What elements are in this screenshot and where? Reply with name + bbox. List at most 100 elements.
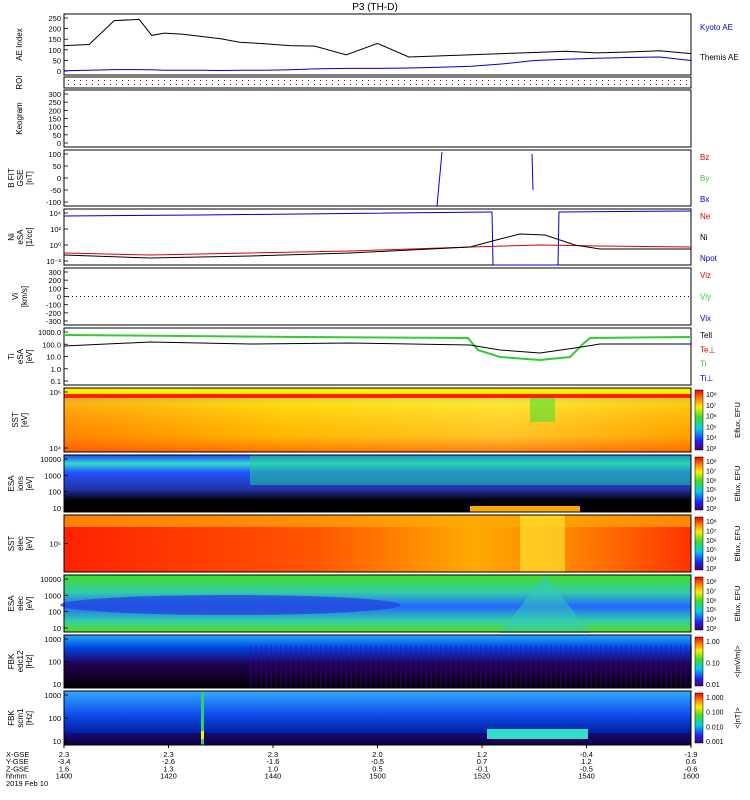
roi-dot <box>392 80 393 81</box>
velocity-legend-item: Vix <box>700 314 711 323</box>
fbk-e-stripe <box>285 645 287 688</box>
roi-dot <box>98 84 99 85</box>
fbk-e-stripe <box>270 645 272 688</box>
roi-dot <box>74 80 75 81</box>
roi-dot <box>554 80 555 81</box>
esa_ion-colorbar-label: Eflux, EFU <box>733 466 742 502</box>
fbk-e-stripe <box>460 645 462 688</box>
fbk-e-stripe <box>520 645 522 688</box>
velocity-ytick: -100 <box>46 301 61 310</box>
roi-dot <box>512 84 513 85</box>
temperature-ylabel-0: Ti <box>7 353 16 360</box>
roi-dot <box>452 84 453 85</box>
roi-dot <box>278 80 279 81</box>
fbk-e-stripe <box>675 645 677 688</box>
esa_elec-ylabel-1: elec <box>16 596 25 611</box>
velocity-ylabel-1: [km/s] <box>20 286 29 307</box>
fbk_b-ytick: 1000 <box>44 691 61 700</box>
roi-dot <box>392 84 393 85</box>
ae-ytick: 200 <box>48 25 61 34</box>
density-legend-item: Ne <box>700 212 711 221</box>
roi-dot <box>254 84 255 85</box>
density-ytick: 10⁻² <box>46 257 61 266</box>
roi-dot <box>176 80 177 81</box>
roi-dot <box>398 80 399 81</box>
roi-dot <box>590 80 591 81</box>
temperature-legend-item: Ti⊥ <box>700 374 713 383</box>
fbk_e-ytick: 100 <box>48 658 61 667</box>
roi-dot <box>542 84 543 85</box>
roi-dot <box>116 80 117 81</box>
fbk-e-stripe <box>510 645 512 688</box>
roi-dot <box>152 84 153 85</box>
bfield-ytick: -100 <box>46 198 61 207</box>
fbk_e-ytick: 1000 <box>44 635 61 644</box>
fbk-e-stripe <box>385 645 387 688</box>
esa_ion-ytick: 100 <box>48 488 61 497</box>
temperature-ytick: 1000.0 <box>38 328 61 337</box>
roi-dot <box>518 84 519 85</box>
roi-dot <box>260 80 261 81</box>
roi-dot <box>146 80 147 81</box>
keogram-ytick: 300 <box>48 90 61 99</box>
fbk-b-dark-band <box>64 733 691 745</box>
roi-dot <box>242 80 243 81</box>
roi-dot <box>536 84 537 85</box>
density-ylabel-0: Ni <box>7 233 16 241</box>
roi-dot <box>140 84 141 85</box>
roi-dot <box>482 80 483 81</box>
sst_elec-colorbar-tick: 10⁸ <box>706 519 717 526</box>
fbk-e-stripe <box>670 645 672 688</box>
roi-dot <box>440 84 441 85</box>
bfield-frame <box>63 149 692 207</box>
roi-dot <box>650 84 651 85</box>
esa_ion-colorbar-tick: 10⁸ <box>706 459 717 466</box>
fbk-e-stripe <box>410 645 412 688</box>
roi-dot <box>404 80 405 81</box>
roi-dot <box>542 80 543 81</box>
x-col-value: -3.4 <box>58 757 71 766</box>
fbk-e-stripe <box>400 645 402 688</box>
x-col-value: 1.3 <box>163 764 173 773</box>
fbk-e-stripe <box>370 645 372 688</box>
fbk-e-stripe <box>340 645 342 688</box>
roi-dot <box>104 84 105 85</box>
roi-dot <box>284 80 285 81</box>
velocity-ytick: -300 <box>46 317 61 326</box>
roi-dot <box>644 80 645 81</box>
roi-dot <box>512 80 513 81</box>
x-row-label: Z-GSE <box>6 764 29 773</box>
roi-dot <box>356 84 357 85</box>
fbk-e-stripe <box>655 645 657 688</box>
fbk-e-stripe <box>495 645 497 688</box>
roi-dot <box>182 80 183 81</box>
fbk_e-colorbar-label: <|mV/m|> <box>733 645 742 678</box>
esa-elec-x-feature <box>500 575 590 633</box>
esa_ion-colorbar-tick: 10⁴ <box>706 497 717 504</box>
esa_ion-ylabel-2: [eV] <box>25 476 34 490</box>
roi-dot <box>644 84 645 85</box>
sst-ion-overlay <box>64 388 691 452</box>
sst_elec-colorbar-label: Eflux, EFU <box>733 526 742 562</box>
fbk-e-stripe <box>680 645 682 688</box>
ae-ytick: 50 <box>53 56 61 65</box>
fbk-e-stripe <box>500 645 502 688</box>
fbk-e-stripe <box>315 645 317 688</box>
fbk_b-ytick: 10 <box>53 737 61 746</box>
roi-dot <box>248 80 249 81</box>
roi-dot <box>626 84 627 85</box>
roi-dot <box>560 84 561 85</box>
sst-elec-top-band <box>64 515 691 527</box>
roi-dot <box>350 84 351 85</box>
fbk-e-stripe <box>530 645 532 688</box>
roi-dot <box>416 80 417 81</box>
temperature-legend-item: Tell <box>700 331 712 340</box>
roi-dot <box>632 80 633 81</box>
velocity-ytick: 0 <box>57 293 61 302</box>
esa_ion-colorbar <box>694 456 704 511</box>
x-col-value: 0.5 <box>372 764 382 773</box>
roi-dot <box>506 80 507 81</box>
bfield-ytick: -50 <box>50 186 61 195</box>
roi-dot <box>470 80 471 81</box>
